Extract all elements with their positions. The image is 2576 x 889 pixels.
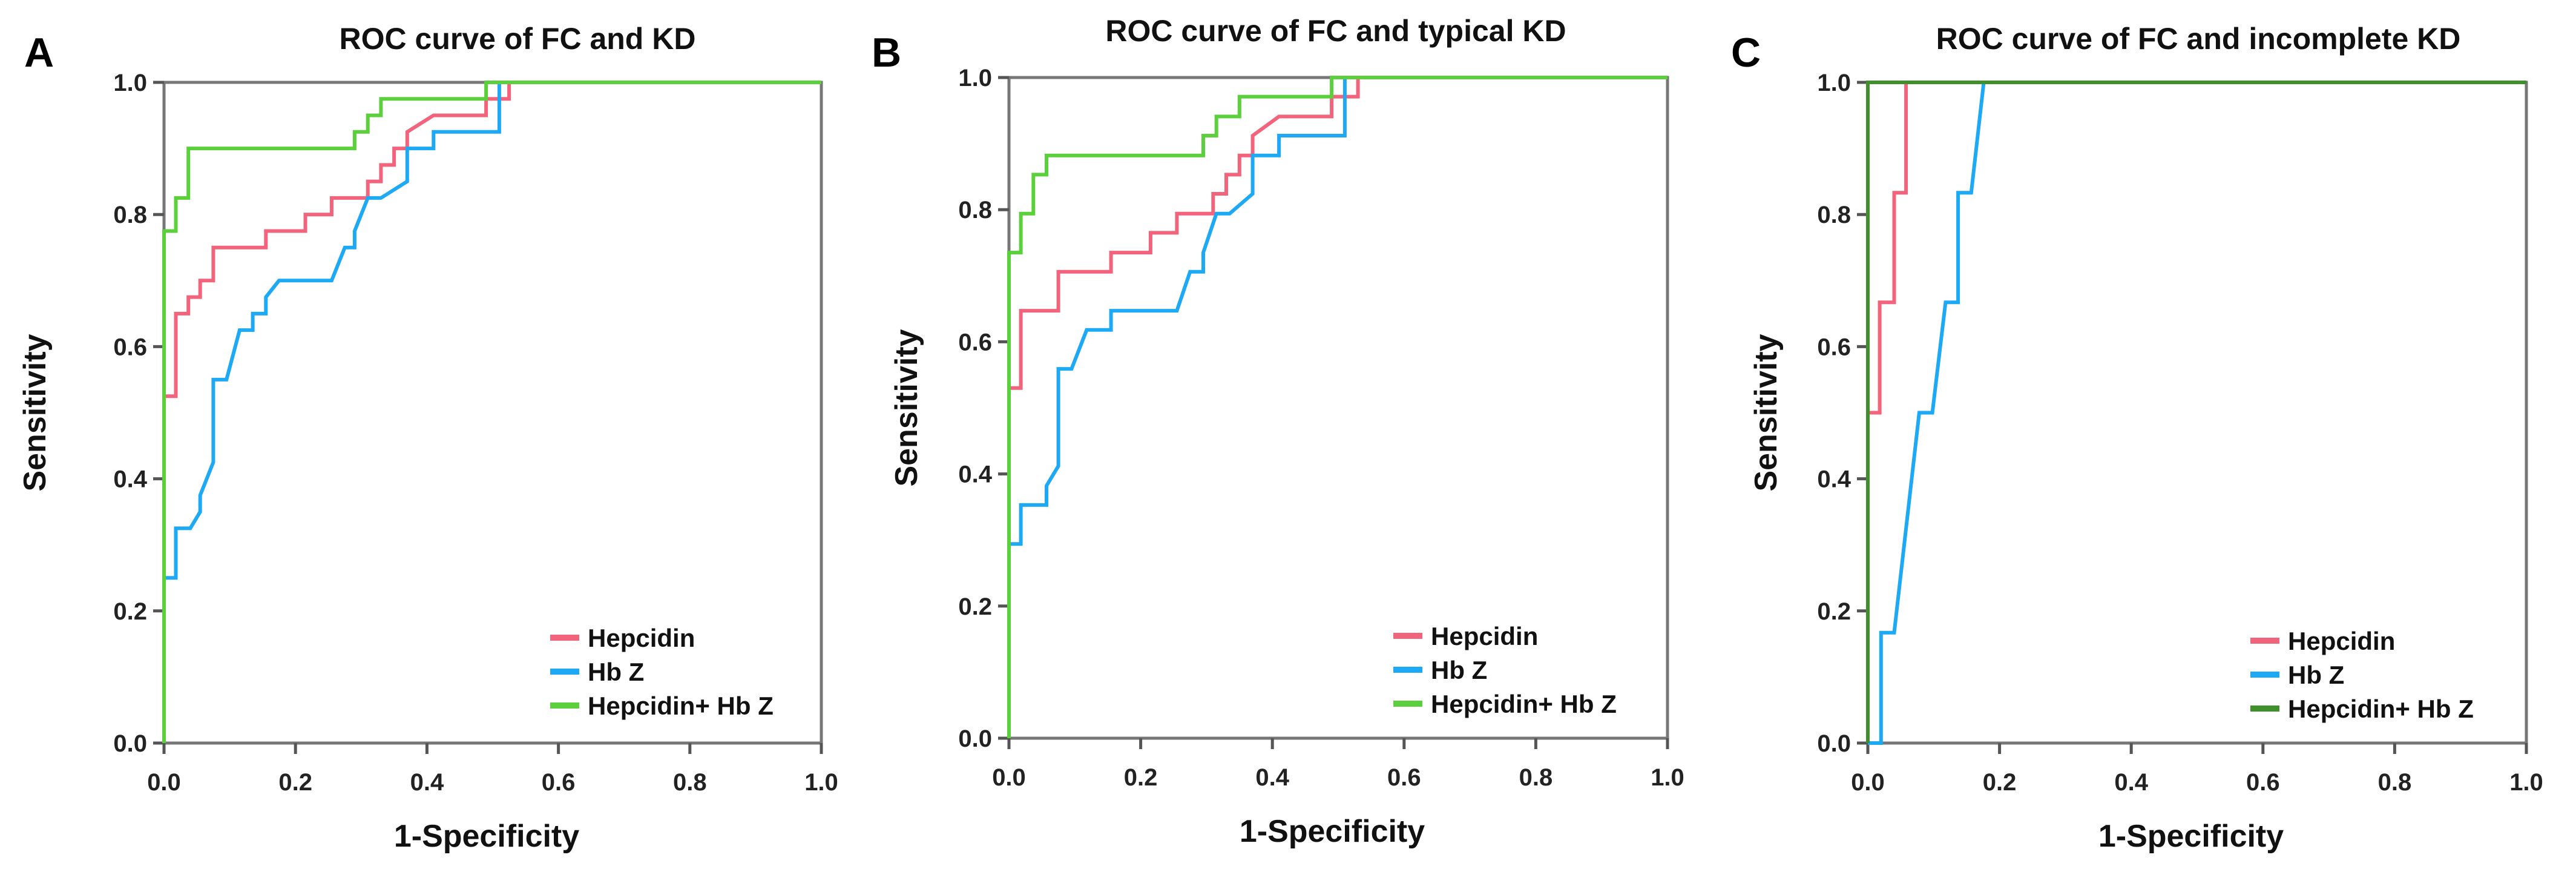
roc-panel-a: A ROC curve of FC and KD 0.0 0.2 0.4 0.6 0.8 1.…: [18, 22, 838, 854]
x-tick-label: 0.8: [673, 769, 707, 796]
x-tick-label: 0.6: [542, 769, 576, 796]
x-axis-label: 1-Specificity: [394, 819, 579, 854]
legend-label: Hb Z: [2288, 661, 2344, 689]
y-axis-label: Sensitivity: [1749, 334, 1784, 491]
plot-frame: [1866, 81, 2528, 745]
x-tick-label: 0.8: [1519, 764, 1553, 791]
panel-letter: A: [24, 30, 54, 76]
series-line-hb-z: [162, 81, 821, 743]
y-tick-label: 1.0: [1817, 70, 1851, 96]
chart-title: ROC curve of FC and incomplete KD: [1936, 22, 2461, 56]
panel-letter: C: [1731, 30, 1761, 76]
x-tick-label: 0.2: [1983, 769, 2017, 796]
series-line-hepcidin: [162, 81, 821, 743]
plot-frame: [162, 81, 823, 745]
x-tick-label: 0.0: [1851, 769, 1885, 796]
y-tick-label: 0.6: [1817, 334, 1851, 360]
x-tick-label: 0.0: [147, 769, 181, 796]
y-tick-label: 0.0: [1817, 730, 1851, 757]
legend-label: Hb Z: [1431, 656, 1487, 684]
series-line-hepcidin-hb-z: [1866, 81, 2526, 743]
series-line-hb-z: [1868, 81, 2526, 745]
x-tick-label: 0.8: [2378, 769, 2412, 796]
y-tick-label: 1.0: [113, 70, 147, 96]
y-tick-label: 0.4: [958, 461, 992, 488]
series-line-hepcidin-hb-z: [1007, 76, 1668, 738]
chart-title: ROC curve of FC and KD: [340, 22, 696, 56]
roc-panel-c: C ROC curve of FC and incomplete KD 0.0 0.2…: [1731, 22, 2543, 854]
series-line-hepcidin-hb-z: [162, 81, 821, 743]
legend-label: Hepcidin: [2288, 627, 2395, 655]
y-axis-label: Sensitivity: [18, 334, 53, 491]
x-tick-label: 0.6: [2246, 769, 2280, 796]
x-tick-label: 0.2: [1124, 764, 1158, 791]
y-tick-label: 0.4: [1817, 466, 1851, 493]
panel-letter: B: [872, 30, 901, 76]
y-tick-label: 0.4: [113, 466, 147, 493]
y-tick-label: 0.6: [958, 329, 992, 355]
x-axis-label: 1-Specificity: [2098, 819, 2284, 854]
series-line-hb-z: [1007, 76, 1668, 738]
x-tick-label: 0.2: [278, 769, 312, 796]
legend-label: Hepcidin+ Hb Z: [588, 692, 774, 720]
y-tick-label: 0.2: [1817, 598, 1851, 625]
plot-frame: [1007, 76, 1669, 740]
legend-label: Hepcidin: [588, 624, 695, 652]
x-tick-label: 1.0: [1651, 764, 1684, 791]
x-axis-label: 1-Specificity: [1240, 814, 1425, 849]
y-tick-label: 1.0: [958, 65, 992, 91]
legend-label: Hb Z: [588, 658, 644, 686]
series-line-hepcidin: [1007, 76, 1668, 738]
y-tick-label: 0.0: [113, 730, 147, 757]
y-axis-label: Sensitivity: [889, 329, 924, 486]
x-tick-label: 1.0: [804, 769, 838, 796]
x-tick-label: 0.6: [1387, 764, 1421, 791]
x-tick-label: 1.0: [2509, 769, 2543, 796]
y-tick-label: 0.2: [958, 593, 992, 620]
x-tick-label: 0.4: [410, 769, 444, 796]
y-tick-label: 0.8: [1817, 202, 1851, 228]
legend-label: Hepcidin: [1431, 622, 1538, 650]
y-tick-label: 0.8: [958, 197, 992, 223]
y-tick-label: 0.8: [113, 202, 147, 228]
legend-label: Hepcidin+ Hb Z: [2288, 695, 2474, 723]
chart-title: ROC curve of FC and typical KD: [1105, 14, 1566, 48]
x-tick-label: 0.0: [992, 764, 1026, 791]
series-line-hepcidin: [1866, 81, 2526, 743]
y-tick-label: 0.6: [113, 334, 147, 360]
x-tick-label: 0.4: [1255, 764, 1289, 791]
x-tick-label: 0.4: [2114, 769, 2148, 796]
legend-label: Hepcidin+ Hb Z: [1431, 690, 1617, 718]
y-tick-label: 0.2: [113, 598, 147, 625]
y-tick-label: 0.0: [958, 725, 992, 752]
roc-panel-b: B ROC curve of FC and typical KD 0.0 0.2 0.4…: [872, 14, 1684, 849]
